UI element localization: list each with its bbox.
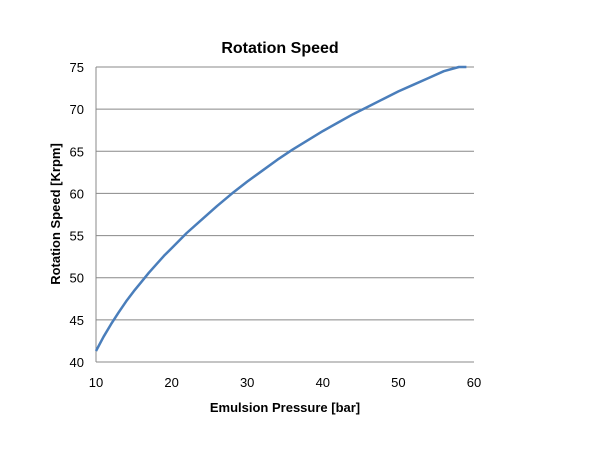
y-tick-label-45: 45 — [70, 313, 84, 328]
gridlines — [96, 66, 474, 321]
y-tick-label-60: 60 — [70, 186, 84, 201]
x-tick-label-30: 30 — [240, 375, 254, 390]
x-tick-label-40: 40 — [316, 375, 330, 390]
y-tick-labels: 40 45 50 55 60 65 70 75 — [70, 60, 84, 370]
y-tick-label-75: 75 — [70, 60, 84, 75]
y-tick-label-40: 40 — [70, 355, 84, 370]
y-axis-title: Rotation Speed [Krpm] — [48, 143, 63, 285]
x-tick-labels: 10 20 30 40 50 60 — [89, 375, 481, 390]
series-line-1 — [94, 65, 467, 352]
x-tick-label-50: 50 — [391, 375, 405, 390]
y-tick-label-65: 65 — [70, 144, 84, 159]
x-tick-label-60: 60 — [467, 375, 481, 390]
y-tick-label-55: 55 — [70, 229, 84, 244]
series-layer — [94, 65, 467, 352]
y-tick-label-70: 70 — [70, 102, 84, 117]
x-tick-label-10: 10 — [89, 375, 103, 390]
x-axis-title: Emulsion Pressure [bar] — [210, 400, 360, 415]
x-tick-label-20: 20 — [164, 375, 178, 390]
chart-title: Rotation Speed — [221, 40, 338, 57]
y-tick-label-50: 50 — [70, 271, 84, 286]
